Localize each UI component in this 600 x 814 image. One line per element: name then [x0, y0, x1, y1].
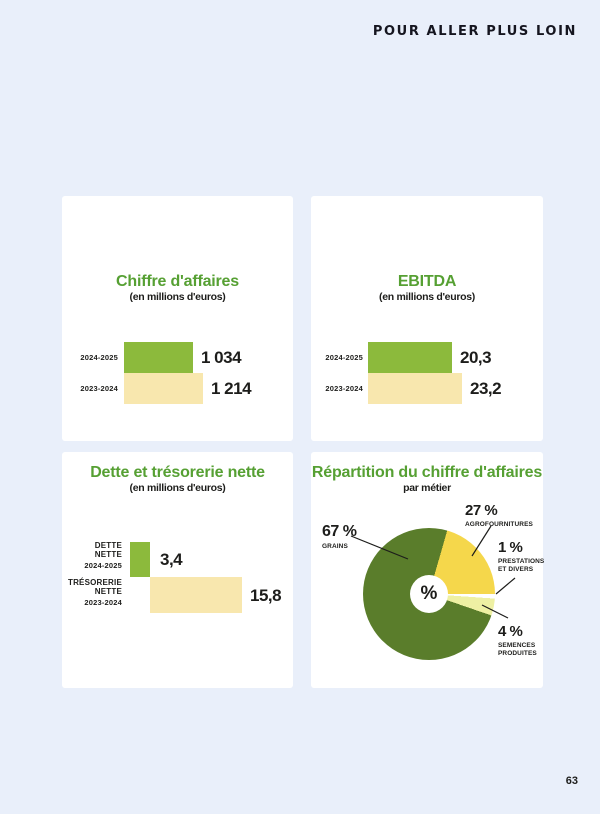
bar	[124, 342, 193, 373]
card-dette-tresorerie: Dette et trésorerie nette (en millions d…	[62, 452, 293, 688]
bar-value: 1 034	[201, 347, 242, 367]
bar	[368, 342, 452, 373]
bar-row: 2023-2024 1 214	[62, 373, 293, 404]
bar	[150, 577, 242, 613]
bar	[130, 542, 150, 577]
category-label: 2023-2024	[80, 384, 118, 393]
chart-subtitle: (en millions d'euros)	[129, 291, 226, 303]
bar-value: 20,3	[460, 347, 492, 367]
bar	[124, 373, 203, 404]
pie-label-grains: 67 % GRAINS	[322, 523, 357, 551]
card-chiffre-affaires: Chiffre d'affaires (en millions d'euros)…	[62, 196, 293, 441]
page-header: POUR ALLER PLUS LOIN	[372, 24, 577, 39]
bar-row: 2024-2025 20,3	[311, 342, 543, 373]
pie-label-semences: 4 % SEMENCES PRODUITES	[498, 623, 537, 657]
bar-row: 2024-2025 1 034	[62, 342, 293, 373]
chart-title: EBITDA	[397, 273, 457, 290]
bar-value: 3,4	[160, 550, 183, 569]
bar-chart: 2024-2025 20,3 2023-2024 23,2	[311, 342, 543, 404]
bar-chart: 2024-2025 1 034 2023-2024 1 214	[62, 342, 293, 404]
bar-row: 2023-2024 23,2	[311, 373, 543, 404]
page-number: 63	[565, 775, 578, 787]
chart-title: Chiffre d'affaires	[116, 273, 239, 290]
pie-label-agrofournitures: 27 % AGROFOURNITURES	[465, 502, 533, 529]
bar	[368, 373, 462, 404]
chart-subtitle: par métier	[403, 482, 451, 494]
bar-value: 15,8	[250, 586, 282, 605]
category-label: DETTE NETTE 2024-2025	[84, 541, 122, 570]
pie-center: %	[410, 575, 448, 613]
category-label: 2024-2025	[325, 353, 363, 362]
card-repartition-ca: Répartition du chiffre d'affaires par mé…	[311, 452, 545, 688]
pie-label-prestations: 1 % PRESTATIONS ET DIVERS	[498, 539, 545, 573]
bar-value: 1 214	[211, 378, 252, 398]
card-ebitda: EBITDA (en millions d'euros) 2024-2025 2…	[311, 196, 543, 441]
category-label: 2023-2024	[325, 384, 363, 393]
callout-prestations	[495, 577, 516, 595]
category-label: 2024-2025	[80, 353, 118, 362]
chart-title: Répartition du chiffre d'affaires	[311, 464, 543, 481]
chart-title: Dette et trésorerie nette	[90, 464, 265, 481]
pie-center-label: %	[420, 583, 438, 604]
chart-subtitle: (en millions d'euros)	[379, 291, 475, 303]
chart-subtitle: (en millions d'euros)	[129, 482, 226, 494]
category-label: TRÉSORERIE NETTE 2023-2024	[67, 578, 122, 607]
bar-value: 23,2	[470, 378, 502, 398]
